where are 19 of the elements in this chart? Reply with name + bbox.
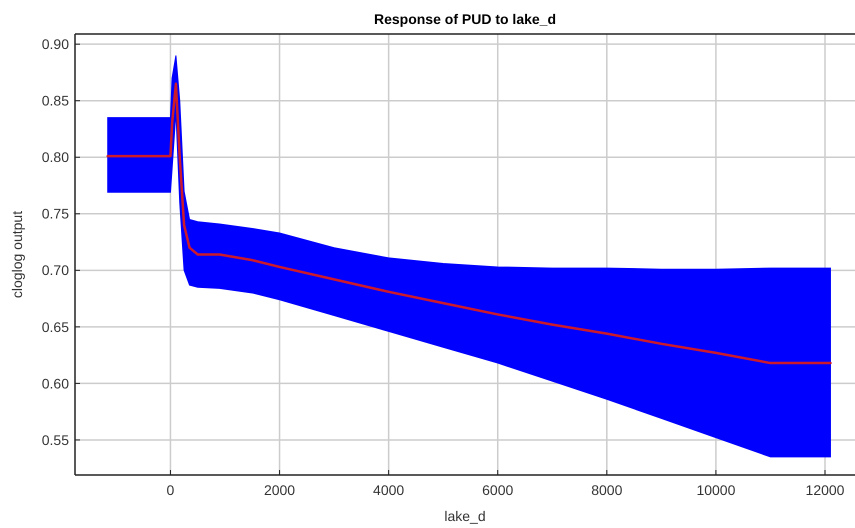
x-tick-label: 6000: [482, 482, 514, 498]
y-tick-label: 0.65: [42, 318, 70, 335]
x-tick-label: 2000: [264, 482, 296, 498]
y-tick-label: 0.85: [42, 92, 70, 109]
y-tick-label: 0.60: [42, 375, 70, 392]
chart-title: Response of PUD to lake_d: [374, 11, 556, 27]
x-tick-label: 12000: [806, 482, 845, 498]
x-tick-label: 10000: [696, 482, 736, 498]
x-tick-label: 4000: [373, 482, 404, 498]
y-tick-label: 0.55: [42, 432, 70, 448]
x-axis-title: lake_d: [444, 508, 486, 524]
line-series: [106, 82, 832, 364]
y-tick-label: 0.90: [42, 36, 70, 52]
y-tick-label: 0.70: [42, 262, 70, 278]
y-tick-label: 0.80: [42, 149, 70, 166]
x-tick-label: 8000: [591, 482, 623, 498]
y-axis-title: cloglog output: [9, 210, 25, 298]
y-tick-label: 0.75: [42, 206, 70, 222]
x-tick-label: 0: [166, 482, 175, 498]
